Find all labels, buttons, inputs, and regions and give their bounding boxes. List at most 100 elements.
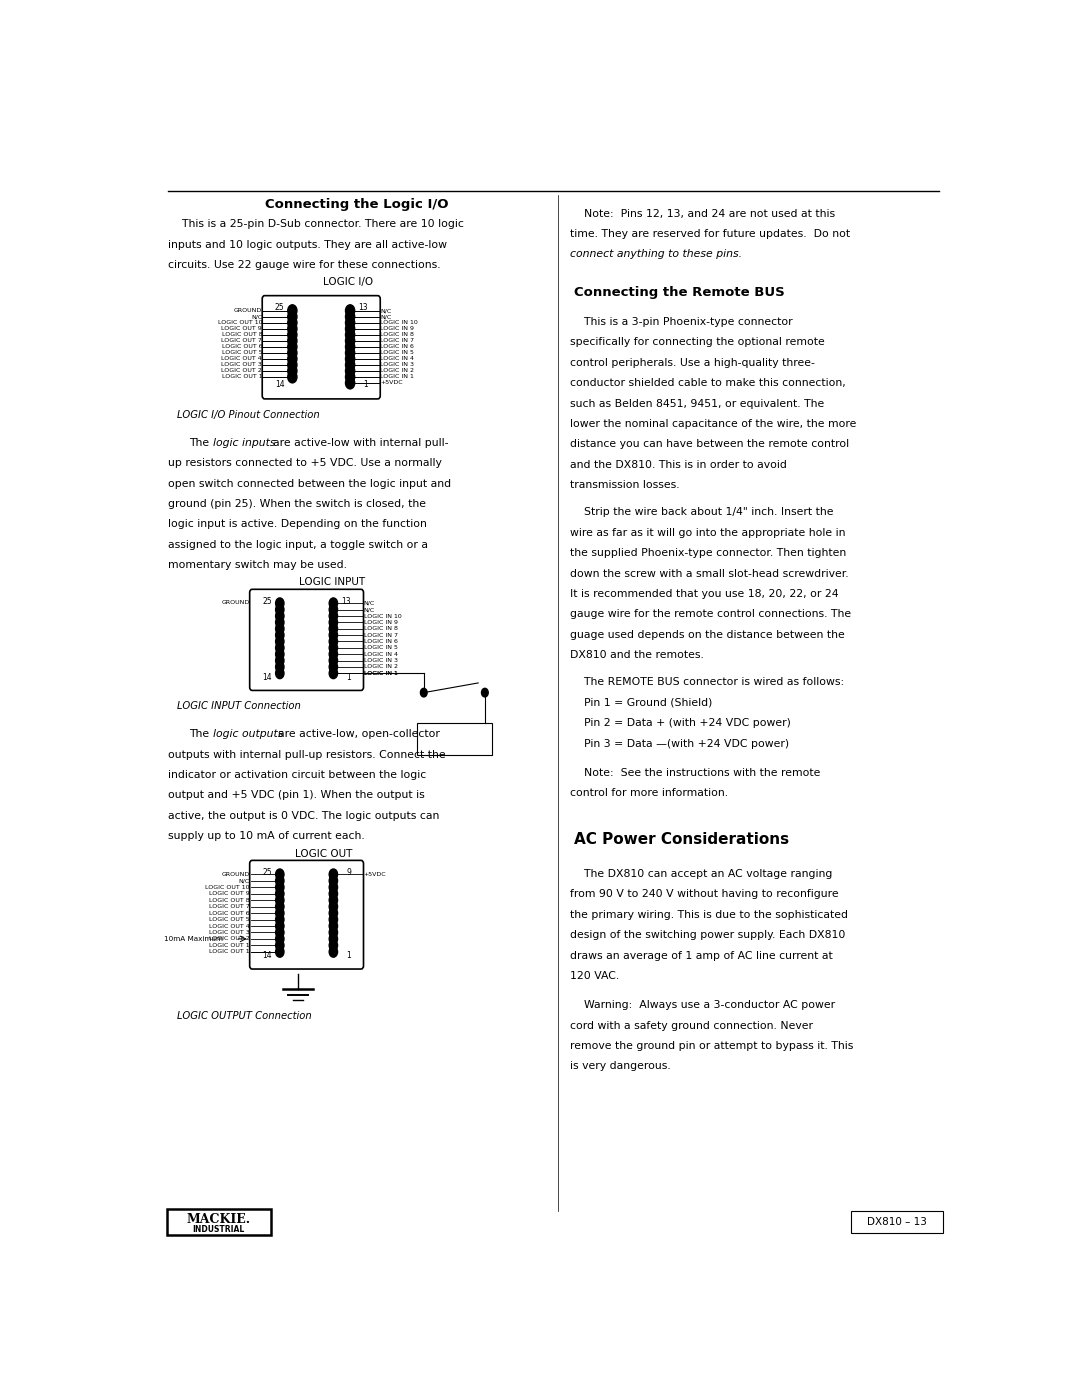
Text: LOGIC OUT 9: LOGIC OUT 9 (208, 891, 249, 897)
Text: LOGIC IN 4: LOGIC IN 4 (364, 651, 397, 657)
Text: lower the nominal capacitance of the wire, the more: lower the nominal capacitance of the wir… (570, 419, 856, 429)
Circle shape (329, 610, 338, 622)
Text: AC Power Considerations: AC Power Considerations (575, 833, 789, 847)
Text: guage used depends on the distance between the: guage used depends on the distance betwe… (570, 630, 845, 640)
Circle shape (329, 888, 338, 900)
Text: LOGIC IN 10: LOGIC IN 10 (364, 613, 402, 619)
Text: DX810 and the remotes.: DX810 and the remotes. (570, 650, 704, 661)
Text: LOGIC OUT 4: LOGIC OUT 4 (208, 923, 249, 929)
Circle shape (329, 648, 338, 659)
Circle shape (275, 662, 284, 672)
Circle shape (275, 623, 284, 634)
Text: 120 VAC.: 120 VAC. (570, 971, 620, 981)
Text: LOGIC OUT 5: LOGIC OUT 5 (221, 351, 262, 355)
Circle shape (329, 882, 338, 893)
Text: outputs with internal pull-up resistors. Connect the: outputs with internal pull-up resistors.… (168, 750, 446, 760)
Text: assigned to the logic input, a toggle switch or a: assigned to the logic input, a toggle sw… (168, 539, 429, 550)
Circle shape (275, 921, 284, 932)
Circle shape (329, 655, 338, 666)
Text: LOGIC I/O: LOGIC I/O (323, 278, 374, 288)
Text: DX810 – 13: DX810 – 13 (867, 1217, 927, 1227)
Circle shape (275, 895, 284, 905)
Text: cord with a safety ground connection. Never: cord with a safety ground connection. Ne… (570, 1021, 813, 1031)
Text: LOGIC IN 6: LOGIC IN 6 (364, 638, 397, 644)
Text: LOGIC IN 5: LOGIC IN 5 (364, 645, 397, 651)
Text: 1: 1 (363, 380, 367, 390)
Text: such as Belden 8451, 9451, or equivalent. The: such as Belden 8451, 9451, or equivalent… (570, 398, 824, 408)
Text: 1: 1 (347, 951, 351, 960)
Circle shape (329, 662, 338, 672)
Text: 25: 25 (262, 868, 272, 877)
Text: logic input is active. Depending on the function: logic input is active. Depending on the … (168, 520, 428, 529)
Text: time. They are reserved for future updates.  Do not: time. They are reserved for future updat… (570, 229, 850, 239)
Text: LOGIC OUTPUT Connection: LOGIC OUTPUT Connection (177, 1011, 312, 1021)
Circle shape (346, 359, 354, 370)
Circle shape (346, 372, 354, 383)
Circle shape (287, 346, 297, 359)
Text: MACKIE.: MACKIE. (187, 1213, 251, 1227)
Circle shape (329, 668, 338, 679)
Circle shape (275, 882, 284, 893)
Circle shape (346, 341, 354, 353)
Text: output and +5 VDC (pin 1). When the output is: output and +5 VDC (pin 1). When the outp… (168, 791, 426, 800)
Text: The: The (189, 437, 213, 447)
Text: logic outputs: logic outputs (213, 729, 283, 739)
Circle shape (287, 310, 297, 323)
Text: N/C: N/C (239, 879, 249, 883)
Text: the primary wiring. This is due to the sophisticated: the primary wiring. This is due to the s… (570, 909, 848, 919)
Text: LOGIC OUT 7: LOGIC OUT 7 (221, 338, 262, 344)
Circle shape (287, 372, 297, 383)
FancyBboxPatch shape (166, 1208, 271, 1235)
Text: LOGIC OUT 8: LOGIC OUT 8 (221, 332, 262, 337)
Text: LOGIC INPUT Connection: LOGIC INPUT Connection (177, 701, 300, 711)
Text: logic inputs: logic inputs (213, 437, 275, 447)
Text: 1: 1 (347, 673, 351, 682)
Text: are active-low, open-collector: are active-low, open-collector (271, 729, 440, 739)
Circle shape (275, 928, 284, 937)
Circle shape (329, 636, 338, 647)
Text: remove the ground pin or attempt to bypass it. This: remove the ground pin or attempt to bypa… (570, 1041, 853, 1051)
Text: design of the switching power supply. Each DX810: design of the switching power supply. Ea… (570, 930, 846, 940)
Circle shape (346, 317, 354, 328)
Text: LOGIC OUT 6: LOGIC OUT 6 (210, 911, 249, 915)
Text: control for more information.: control for more information. (570, 788, 728, 798)
Circle shape (275, 636, 284, 647)
Text: LOGIC OUT 2: LOGIC OUT 2 (208, 936, 249, 942)
Circle shape (275, 655, 284, 666)
Circle shape (346, 305, 354, 317)
Text: the supplied Phoenix-type connector. Then tighten: the supplied Phoenix-type connector. The… (570, 548, 847, 559)
Text: LOGIC IN 1: LOGIC IN 1 (380, 374, 414, 380)
Circle shape (329, 617, 338, 627)
Circle shape (275, 901, 284, 912)
Circle shape (329, 869, 338, 880)
Circle shape (275, 617, 284, 627)
Circle shape (329, 940, 338, 951)
Text: LOGIC OUT 9: LOGIC OUT 9 (221, 327, 262, 331)
Text: 10mA Maximum: 10mA Maximum (164, 936, 224, 942)
Text: supply up to 10 mA of current each.: supply up to 10 mA of current each. (168, 831, 365, 841)
Text: GROUND: GROUND (234, 309, 262, 313)
Text: LOGIC IN 8: LOGIC IN 8 (380, 332, 414, 337)
Circle shape (287, 359, 297, 370)
Text: N/C: N/C (380, 314, 391, 320)
Text: 13: 13 (341, 597, 351, 606)
Text: active, the output is 0 VDC. The logic outputs can: active, the output is 0 VDC. The logic o… (168, 810, 440, 821)
Text: 14: 14 (262, 951, 272, 960)
Text: LOGIC IN 7: LOGIC IN 7 (380, 338, 415, 344)
Circle shape (329, 895, 338, 905)
Circle shape (275, 598, 284, 609)
Text: LOGIC OUT 6: LOGIC OUT 6 (221, 344, 262, 349)
Circle shape (287, 317, 297, 328)
Circle shape (329, 946, 338, 957)
Circle shape (275, 630, 284, 640)
Circle shape (329, 921, 338, 932)
Circle shape (346, 335, 354, 346)
Text: circuits. Use 22 gauge wire for these connections.: circuits. Use 22 gauge wire for these co… (168, 260, 441, 270)
Text: INDUSTRIAL: INDUSTRIAL (192, 1225, 245, 1234)
Text: The REMOTE BUS connector is wired as follows:: The REMOTE BUS connector is wired as fol… (570, 678, 845, 687)
Circle shape (287, 328, 297, 341)
Circle shape (346, 353, 354, 365)
Text: N/C: N/C (364, 608, 375, 612)
Circle shape (346, 323, 354, 335)
Circle shape (287, 353, 297, 365)
